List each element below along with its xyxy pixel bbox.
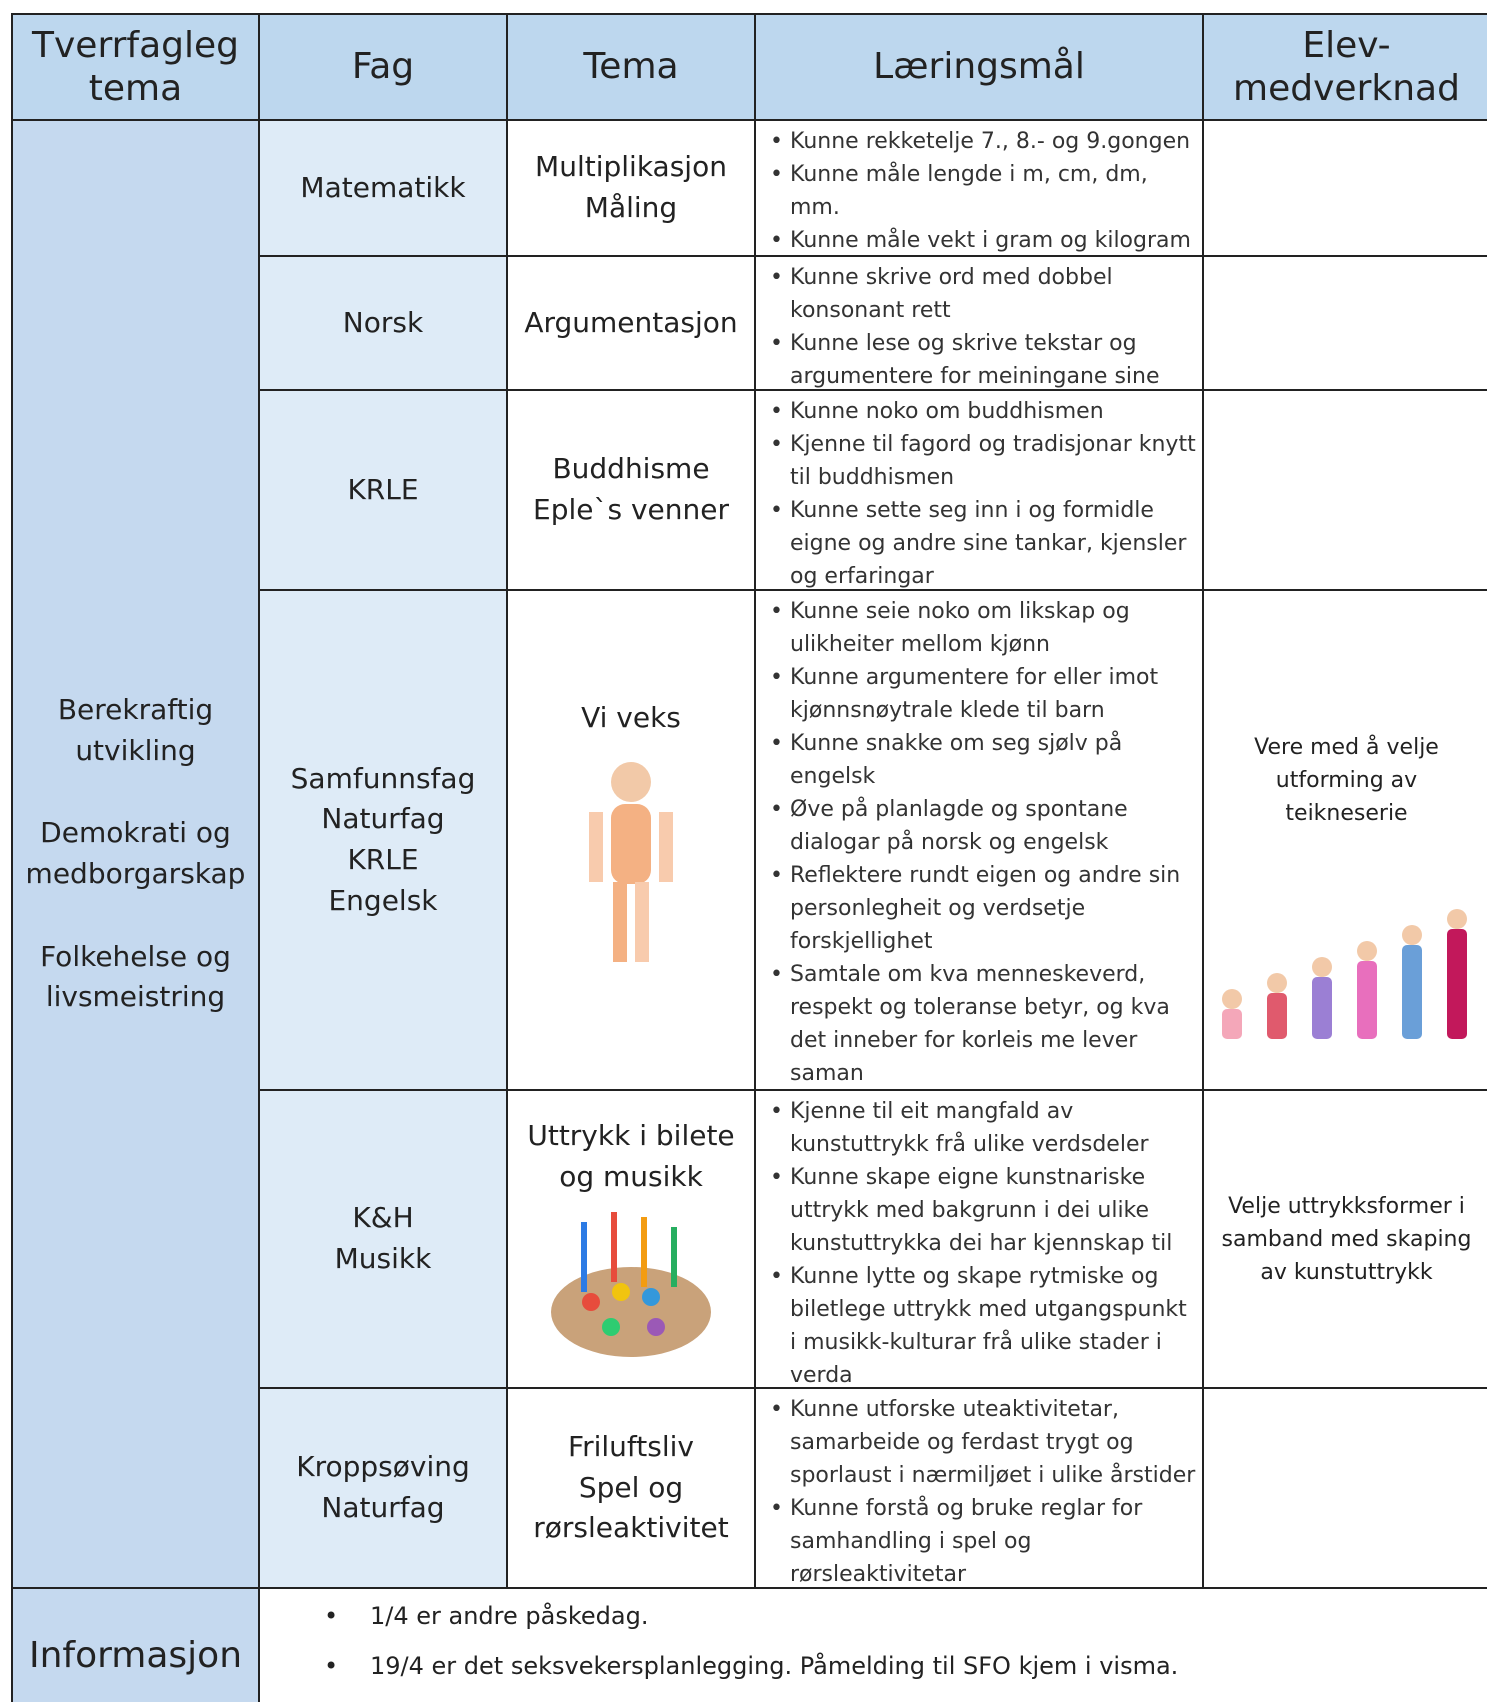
- fag-cell: Norsk: [258, 255, 508, 391]
- tema-cell: Vi veks: [506, 589, 756, 1091]
- header-cell: Tema: [506, 13, 756, 121]
- info-cell: 1/4 er andre påskedag.19/4 er det seksve…: [258, 1587, 1487, 1702]
- tema: Eple`s venner: [533, 493, 729, 526]
- elev-cell: Vere med å velje utforming av teikneseri…: [1202, 589, 1487, 1091]
- tema-cell: Uttrykk i bilete og musikk: [506, 1089, 756, 1389]
- tema: Argumentasjon: [524, 305, 738, 339]
- theme: Berekraftig utvikling: [57, 693, 214, 767]
- elev-text: Velje uttrykksformer i samband med skapi…: [1221, 1193, 1472, 1285]
- goal: Kunne skrive ord med dobbel konsonant re…: [766, 261, 1196, 327]
- info-label: Informasjon: [11, 1587, 260, 1702]
- goals-cell: Kunne noko om buddhismenKjenne til fagor…: [754, 389, 1204, 591]
- goal: Kunne seie noko om likskap og ulikheiter…: [766, 595, 1196, 661]
- illustration: [551, 1211, 711, 1357]
- tema-cell: Multiplikasjon Måling: [506, 119, 756, 257]
- header-cell: Fag: [258, 13, 508, 121]
- fag: Engelsk: [328, 883, 438, 917]
- fag: KRLE: [347, 472, 419, 506]
- goal: Kunne rekketelje 7., 8.- og 9.gongen: [766, 125, 1196, 158]
- elev-cell: [1202, 389, 1487, 591]
- fag-cell: Matematikk: [258, 119, 508, 257]
- goals-cell: Kunne utforske uteaktivitetar, samarbeid…: [754, 1387, 1204, 1589]
- tema: Buddhisme: [552, 452, 710, 486]
- fag-cell: Kroppsøving Naturfag: [258, 1387, 508, 1589]
- goal: Samtale om kva menneskeverd, respekt og …: [766, 958, 1196, 1090]
- goal: Kunne lese og skrive tekstar og argument…: [766, 327, 1196, 393]
- tema-cell: Argumentasjon: [506, 255, 756, 391]
- header-cell: Tverrfagleg tema: [11, 13, 260, 121]
- theme: Demokrati og medborgarskap: [25, 816, 246, 890]
- tema: Friluftsliv: [568, 1430, 694, 1464]
- goals-cell: Kunne skrive ord med dobbel konsonant re…: [754, 255, 1204, 391]
- goal: Kunne måle vekt i gram og kilogram: [766, 224, 1196, 257]
- elev-cell: [1202, 1387, 1487, 1589]
- tema: Spel og rørsleaktivitet: [533, 1470, 729, 1545]
- elev-cell: [1202, 255, 1487, 391]
- tema: Uttrykk i bilete og musikk: [527, 1119, 735, 1193]
- goal: Reflektere rundt eigen og andre sin pers…: [766, 859, 1196, 958]
- goals-cell: Kunne seie noko om likskap og ulikheiter…: [754, 589, 1204, 1091]
- goal: Kunne forstå og bruke reglar for samhand…: [766, 1492, 1196, 1591]
- fag-cell: Samfunnsfag Naturfag KRLE Engelsk: [258, 589, 508, 1091]
- tema-cell: Friluftsliv Spel og rørsleaktivitet: [506, 1387, 756, 1589]
- fag-cell: K&H Musikk: [258, 1089, 508, 1389]
- fag: Samfunnsfag: [290, 761, 476, 795]
- tema: Multiplikasjon: [535, 150, 727, 184]
- goal: Kunne snakke om seg sjølv på engelsk: [766, 727, 1196, 793]
- fag: Norsk: [342, 305, 424, 339]
- elev-text: Vere med å velje utforming av teikneseri…: [1254, 734, 1439, 826]
- info-item: 1/4 er andre påskedag.: [320, 1591, 648, 1642]
- goal: Kunne skape eigne kunstnariske uttrykk m…: [766, 1161, 1196, 1260]
- goal: Kunne måle lengde i m, cm, dm, mm.: [766, 158, 1196, 224]
- goal: Kjenne til eit mangfald av kunstuttrykk …: [766, 1095, 1196, 1161]
- fag: Naturfag: [321, 802, 445, 836]
- fag: K&H: [352, 1201, 414, 1235]
- goals-cell: Kunne rekketelje 7., 8.- og 9.gongenKunn…: [754, 119, 1204, 257]
- header-cell: Læringsmål: [754, 13, 1204, 121]
- header-cell: Elev-medverknad: [1202, 13, 1487, 121]
- children-illustration: [1222, 909, 1467, 1039]
- fag: Musikk: [334, 1242, 432, 1275]
- fag: Matematikk: [300, 170, 466, 204]
- elev-cell: [1202, 119, 1487, 257]
- info-item: 19/4 er det seksvekersplanlegging. Påmel…: [320, 1641, 1178, 1692]
- goal: Kjenne til fagord og tradisjonar knytt t…: [766, 428, 1196, 494]
- goal: Øve på planlagde og spontane dialogar på…: [766, 793, 1196, 859]
- theme-cell: Berekraftig utvikling Demokrati og medbor…: [11, 119, 260, 1589]
- goal: Kunne sette seg inn i og formidle eigne …: [766, 494, 1196, 593]
- goal: Kunne lytte og skape rytmiske og biletle…: [766, 1260, 1196, 1392]
- tema-cell: Buddhisme Eple`s venner: [506, 389, 756, 591]
- tema: Måling: [584, 191, 678, 224]
- fag: KRLE: [347, 843, 419, 876]
- fag: Kroppsøving: [296, 1450, 470, 1484]
- illustration: [589, 762, 673, 963]
- elev-cell: Velje uttrykksformer i samband med skapi…: [1202, 1089, 1487, 1389]
- goal: Kunne utforske uteaktivitetar, samarbeid…: [766, 1393, 1196, 1492]
- theme: Folkehelse og livsmeistring: [40, 939, 231, 1014]
- goal: Kunne argumentere for eller imot kjønnsn…: [766, 661, 1196, 727]
- fag: Naturfag: [321, 1491, 445, 1524]
- fag-cell: KRLE: [258, 389, 508, 591]
- goals-cell: Kjenne til eit mangfald av kunstuttrykk …: [754, 1089, 1204, 1389]
- goal: Kunne noko om buddhismen: [766, 395, 1196, 428]
- tema: Vi veks: [581, 700, 681, 734]
